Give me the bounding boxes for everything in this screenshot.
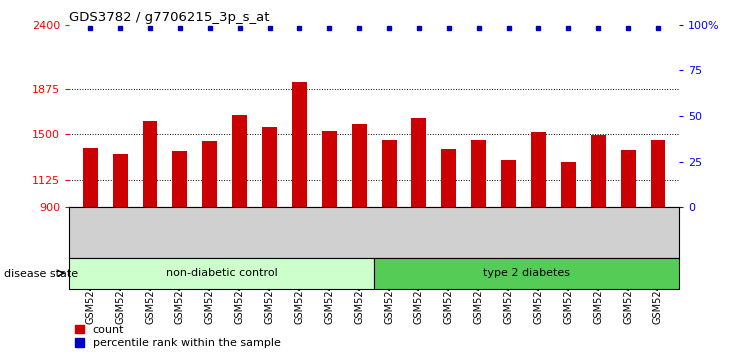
- Bar: [531, 132, 546, 207]
- Bar: [202, 141, 218, 207]
- Bar: [374, 258, 679, 289]
- Bar: [650, 139, 666, 207]
- Bar: [472, 139, 486, 207]
- Bar: [352, 125, 366, 207]
- Bar: [262, 127, 277, 207]
- Bar: [322, 131, 337, 207]
- Bar: [69, 258, 374, 289]
- Bar: [561, 162, 576, 207]
- Text: GDS3782 / g7706215_3p_s_at: GDS3782 / g7706215_3p_s_at: [69, 11, 270, 24]
- Text: disease state: disease state: [4, 269, 78, 279]
- Bar: [442, 149, 456, 207]
- Bar: [82, 148, 98, 207]
- Bar: [112, 154, 128, 207]
- Bar: [382, 139, 396, 207]
- Text: non-diabetic control: non-diabetic control: [166, 268, 277, 279]
- Bar: [142, 121, 158, 207]
- Legend: count, percentile rank within the sample: count, percentile rank within the sample: [75, 325, 280, 348]
- Bar: [501, 160, 516, 207]
- Text: type 2 diabetes: type 2 diabetes: [483, 268, 570, 279]
- Bar: [232, 115, 247, 207]
- Bar: [292, 82, 307, 207]
- Bar: [620, 150, 636, 207]
- Bar: [591, 135, 606, 207]
- Bar: [172, 151, 188, 207]
- Bar: [412, 118, 426, 207]
